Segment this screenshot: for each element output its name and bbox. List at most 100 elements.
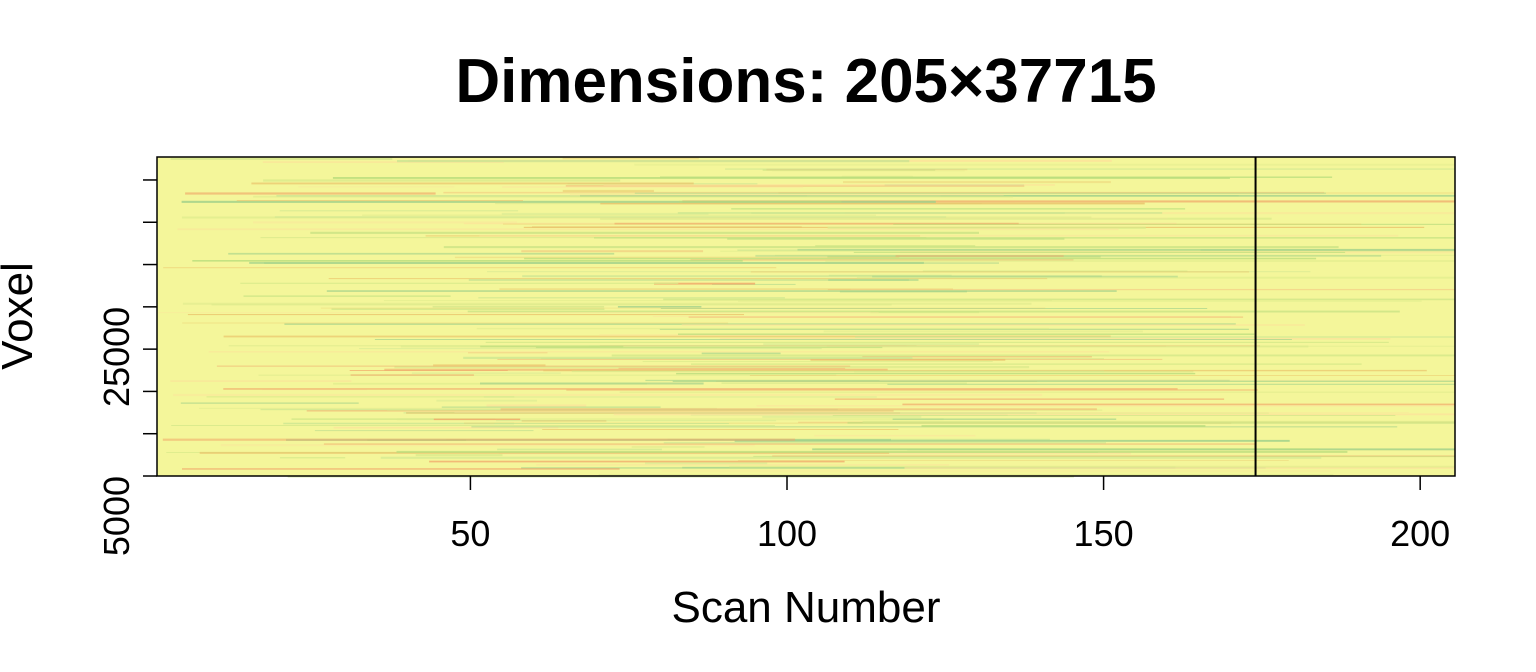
heatmap-stripe (850, 288, 1455, 290)
heatmap-stripe (298, 186, 455, 188)
heatmap-stripe (383, 300, 1052, 302)
heatmap-stripe (208, 351, 1110, 353)
heatmap-stripe (634, 192, 1326, 194)
heatmap-stripe (380, 456, 1322, 459)
heatmap-stripe (642, 361, 993, 362)
heatmap-stripe (463, 356, 913, 359)
heatmap-stripe (598, 474, 1334, 476)
heatmap-stripe (483, 396, 877, 398)
chart-title: Dimensions: 205×37715 (455, 47, 1156, 116)
heatmap-stripe (497, 448, 662, 451)
heatmap-stripe (834, 398, 1225, 400)
heatmap-stripe (536, 464, 950, 466)
heatmap-stripe (566, 389, 1258, 391)
heatmap-stripe (663, 298, 1455, 301)
heatmap-stripe (660, 308, 1208, 309)
heatmap-stripe (661, 470, 1331, 472)
heatmap-stripe (211, 303, 892, 306)
y-axis: 5000 25000 (96, 179, 157, 556)
heatmap-stripe (922, 270, 1188, 272)
heatmap-stripe (599, 334, 958, 336)
heatmap-stripe (182, 322, 729, 324)
heatmap-stripe (654, 282, 756, 285)
heatmap-stripe (617, 306, 702, 308)
heatmap-stripe (720, 250, 1455, 252)
heatmap-stripe (494, 423, 729, 424)
heatmap-stripe (394, 366, 1030, 369)
heatmap-stripe (902, 403, 1455, 406)
heatmap-stripe (479, 234, 1399, 237)
heatmap-stripe (827, 289, 1455, 291)
heatmap-stripe (170, 158, 393, 160)
heatmap-stripe (258, 374, 837, 376)
heatmap-stripe (872, 275, 1178, 278)
heatmap-stripe (264, 262, 1000, 264)
heatmap-stripe (562, 189, 654, 192)
heatmap-stripe (893, 223, 1455, 225)
x-axis-label: Scan Number (671, 583, 940, 632)
heatmap-stripe (663, 442, 1106, 444)
heatmap-stripe (611, 354, 1455, 357)
heatmap-stripe (645, 462, 768, 465)
x-tick-label: 200 (1390, 513, 1450, 554)
heatmap-stripe (284, 323, 1236, 325)
heatmap-stripe (396, 418, 944, 421)
heatmap-stripe (467, 310, 1400, 313)
heatmap-stripe (425, 235, 921, 237)
heatmap-stripe (374, 339, 1292, 340)
heatmap-stripe (478, 297, 785, 299)
heatmap-stripe (236, 200, 524, 202)
heatmap-stripe (206, 396, 515, 398)
heatmap-stripe (841, 175, 913, 177)
heatmap-stripe (810, 358, 1006, 361)
heatmap-stripe (588, 345, 1070, 347)
heatmap-stripe (173, 393, 1043, 397)
heatmap-stripe (503, 223, 1362, 225)
heatmap-stripe (814, 434, 976, 437)
heatmap-stripe (249, 261, 924, 264)
heatmap-stripe (333, 426, 559, 429)
heatmap-stripe (485, 341, 1389, 343)
heatmap-stripe (753, 455, 1455, 458)
heatmap-stripe (253, 221, 517, 224)
heatmap-stripe (828, 274, 952, 276)
heatmap-stripe (762, 169, 936, 171)
heatmap-stripe (384, 368, 888, 371)
heatmap-stripe (839, 290, 967, 293)
heatmap-stripe (738, 460, 1289, 461)
heatmap-stripe (569, 194, 1004, 196)
heatmap-stripe (843, 181, 1111, 184)
heatmap-stripe (807, 195, 941, 197)
heatmap-stripe (262, 161, 504, 163)
heatmap-stripe (468, 278, 909, 281)
heatmap-stripe (499, 288, 953, 290)
heatmap-stripe (600, 217, 1272, 220)
heatmap-stripe (631, 446, 705, 448)
heatmap-stripe (580, 194, 1455, 197)
heatmap-stripe (406, 412, 901, 414)
heatmap-stripe (879, 379, 1455, 381)
heatmap-stripe (750, 271, 1250, 273)
x-axis: 50 100 150 200 (450, 476, 1450, 554)
heatmap-stripe (721, 382, 967, 384)
heatmap-stripe (895, 255, 1064, 257)
heatmap-stripe (521, 420, 607, 422)
heatmap-stripe (310, 231, 979, 234)
heatmap-stripe (262, 389, 367, 391)
heatmap-stripe (729, 465, 1455, 468)
heatmap-stripe (411, 372, 561, 374)
heatmap-stripe (192, 260, 743, 262)
heatmap-stripe (502, 186, 804, 188)
heatmap-stripe (727, 237, 1065, 240)
heatmap-stripe (904, 466, 1455, 469)
heatmap-stripe (594, 237, 1455, 239)
heatmap-stripe (825, 260, 1455, 262)
heatmap-stripe (443, 191, 1325, 194)
heatmap-stripe (823, 330, 1143, 333)
heatmap-stripe (892, 418, 1117, 420)
heatmap-stripe (223, 335, 1111, 338)
heatmap-stripe (701, 352, 781, 355)
heatmap-stripe (772, 455, 1455, 457)
heatmap-stripe (454, 256, 900, 259)
